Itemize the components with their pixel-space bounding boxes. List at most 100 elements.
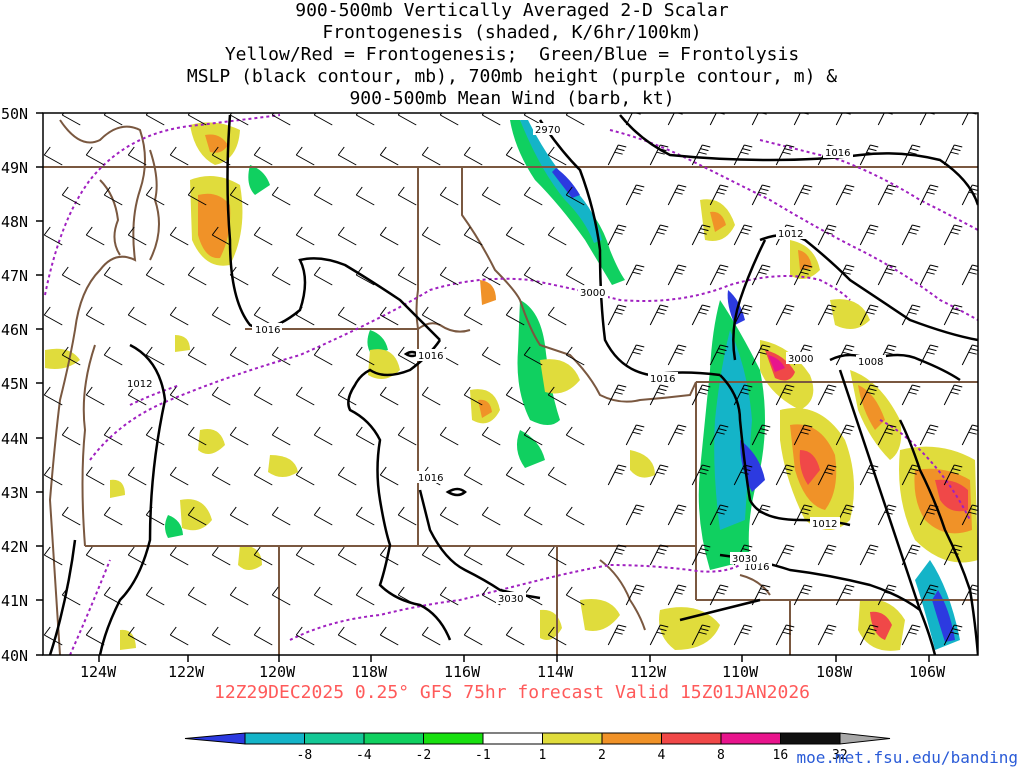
wind-barb [127,626,147,646]
wind-barb [709,184,729,206]
wind-barb [667,584,687,606]
wind-barb [607,144,627,166]
wind-barb [61,266,81,286]
wind-barb [463,466,483,486]
wind-barb [901,544,921,566]
wind-barb [103,346,123,366]
wind-barb [691,224,711,246]
wind-barb [337,546,357,566]
colorbar-label: -4 [356,748,372,763]
wind-barb [859,224,879,246]
lat-label: 41N [1,592,28,610]
credit-text: moe.met.fsu.edu/banding [796,748,1018,767]
colorbar-segment [244,732,305,745]
wind-barb [61,586,81,606]
height-label: 2970 [535,125,560,136]
wind-barb [751,264,771,286]
mslp-label: 1012 [127,379,152,390]
colorbar-left-arrow [184,732,246,745]
wind-barb [901,144,921,166]
wind-barb [61,186,81,206]
wind-barb [421,386,441,406]
lon-label: 124W [80,663,117,681]
wind-barb [211,306,231,326]
wind-barb [463,546,483,566]
colorbar: -8 -4 -2 -1 1 2 4 8 16 32 [184,732,891,763]
wind-barb [817,304,837,326]
wind-barb [271,186,291,206]
wind-barb [271,346,291,366]
colorbar-label: -1 [475,748,491,763]
wind-barb [793,584,813,606]
wind-barb [565,346,585,366]
wind-barb [379,546,399,566]
wind-barb [127,306,147,326]
wind-barb [733,144,753,166]
wind-barb [943,624,963,646]
colorbar-segment [482,732,543,745]
wind-barb [649,304,669,326]
wind-barb [547,626,567,646]
wind-barb [649,464,669,486]
wind-barb [481,186,501,206]
wind-barb [295,386,315,406]
wind-barb [625,184,645,206]
wind-barb [355,426,375,446]
wind-barb [751,113,767,126]
wind-barb [901,624,921,646]
lat-label: 46N [1,321,28,339]
wind-barb [691,304,711,326]
wind-barb [859,464,879,486]
wind-barb [523,266,543,286]
wind-barb [625,113,641,126]
wind-barb [565,586,585,606]
wind-barb [523,346,543,366]
wind-barb [919,184,939,206]
title-line-3: Yellow/Red = Frontogenesis; Green/Blue =… [224,44,800,65]
wind-barb [85,226,105,246]
wind-barb [523,506,543,526]
wind-barb [355,586,375,606]
colorbar-label: 4 [658,748,666,763]
wind-barb [253,386,273,406]
wind-barb [463,306,483,326]
wind-barb [271,506,291,526]
wind-barb [253,466,273,486]
wind-barb [961,584,978,606]
wind-barb [835,264,855,286]
wind-barb [919,424,939,446]
wind-barb [337,146,357,166]
wind-barb [859,144,879,166]
wind-barb [43,146,63,166]
wind-barb [691,384,711,406]
wind-barb [709,424,729,446]
wind-barb [439,506,459,526]
wind-barb [943,544,963,566]
wind-barb [505,626,525,646]
wind-barb [793,424,813,446]
wind-barb [337,386,357,406]
mslp-label: 1008 [858,357,883,368]
colorbar-right-arrow [839,732,891,745]
wind-barb [709,264,729,286]
wind-barb [379,226,399,246]
wind-barb [649,384,669,406]
wind-barb [505,306,525,326]
lon-label: 120W [259,663,296,681]
mslp-label: 1016 [255,325,280,336]
wind-barb [943,384,963,406]
wind-barb [919,344,939,366]
longitude-axis: 124W 122W 120W 118W 116W 114W 112W 110W … [80,655,946,681]
wind-barb [421,546,441,566]
wind-barb [169,546,189,566]
wind-barb [439,113,459,126]
wind-barb [355,266,375,286]
wind-barb [85,146,105,166]
wind-barb [505,386,525,406]
wind-barb [439,186,459,206]
wind-barb [397,426,417,446]
wind-barb [481,506,501,526]
wind-barb [943,224,963,246]
wind-barb [337,466,357,486]
wind-barb [229,426,249,446]
